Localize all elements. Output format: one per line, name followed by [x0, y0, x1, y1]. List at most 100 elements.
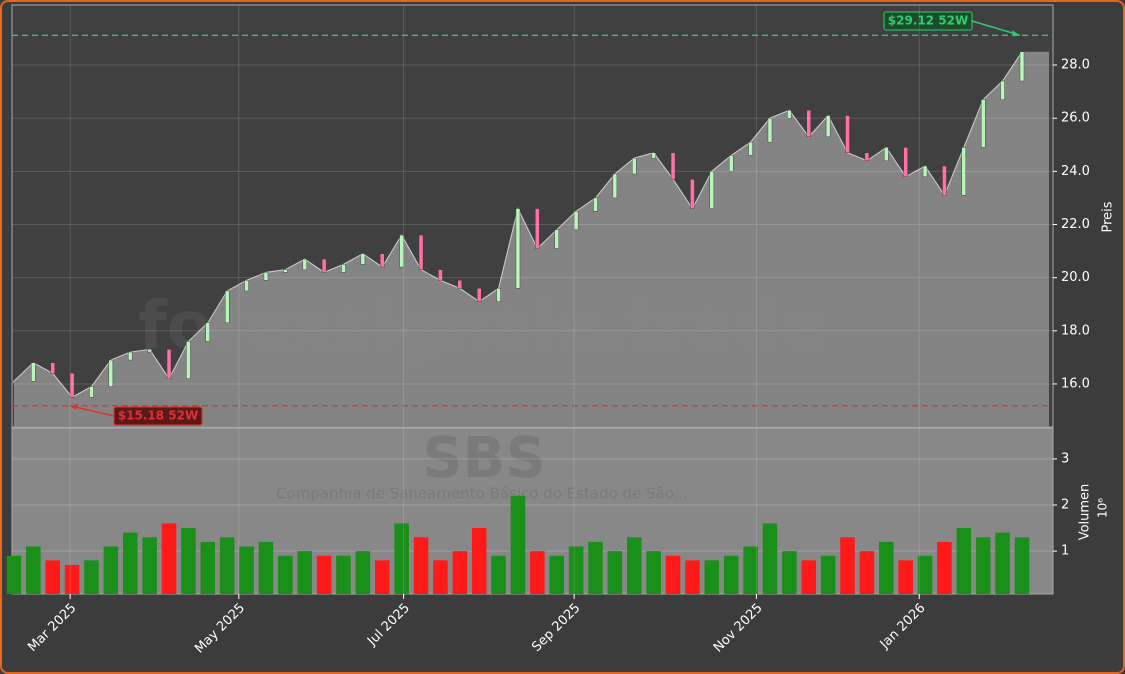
candle	[89, 386, 94, 398]
candle	[69, 373, 75, 398]
volume-bar	[568, 546, 584, 594]
volume-bar	[491, 555, 506, 594]
volume-bar	[142, 537, 157, 594]
volume-bar	[64, 564, 80, 594]
volume-bar	[937, 541, 952, 594]
y-tick-label: 18.0	[1061, 323, 1090, 338]
candle	[690, 179, 695, 209]
volume-bar	[471, 528, 487, 594]
candle	[31, 362, 36, 382]
volume-bar	[995, 532, 1010, 594]
candle	[922, 165, 928, 177]
candle	[709, 171, 715, 209]
volume-bar	[685, 560, 700, 594]
candle	[845, 115, 850, 153]
candle	[205, 322, 210, 342]
candle	[729, 155, 734, 172]
x-tick-label: Sep 2025	[529, 601, 583, 655]
volume-bar	[219, 537, 235, 594]
candle	[787, 110, 792, 119]
volume-bar	[278, 555, 293, 594]
candle	[884, 147, 889, 161]
volume-bar	[510, 495, 526, 594]
volume-bar	[859, 551, 875, 594]
candle	[651, 152, 656, 159]
volume-bar	[956, 528, 972, 594]
candle	[263, 272, 269, 281]
candle	[224, 290, 230, 324]
volume-bar	[840, 537, 855, 594]
y-tick-label: 26.0	[1061, 111, 1090, 126]
volume-bar	[820, 555, 836, 594]
volume-bar	[898, 560, 913, 594]
candle	[1000, 80, 1005, 100]
candle	[50, 362, 55, 374]
volume-bar	[181, 528, 196, 594]
volume-bar	[200, 541, 216, 594]
candle	[128, 351, 133, 361]
volume-bar	[782, 551, 797, 594]
y-tick-label: 16.0	[1061, 376, 1090, 391]
candle	[632, 157, 637, 175]
volume-bar	[122, 532, 138, 594]
candle	[767, 118, 773, 143]
arrow	[971, 20, 1021, 37]
volume-bar	[413, 537, 429, 594]
volume-bar	[84, 560, 99, 594]
watermark-subtitle: Companhia de Saneamento Básico do Estado…	[276, 485, 688, 503]
candle	[438, 269, 443, 281]
y-tick-label: 24.0	[1061, 164, 1090, 179]
volume-bar	[297, 551, 312, 594]
candle	[903, 147, 908, 177]
volume-bar	[316, 555, 332, 594]
y-axis-label: Preis	[1101, 201, 1116, 232]
annotation-box	[113, 406, 203, 426]
volume-bar	[161, 523, 177, 594]
annotation: $15.18 52W	[118, 409, 198, 423]
volume-bar	[743, 546, 758, 594]
volume-bar	[607, 551, 623, 594]
volume-bar	[917, 555, 933, 594]
x-tick-label: Jan 2026	[877, 601, 929, 653]
candle	[321, 258, 327, 273]
volume-bar	[627, 537, 642, 594]
volume-bar	[239, 546, 254, 594]
candle	[457, 280, 463, 289]
candle	[1019, 51, 1025, 82]
volume-bar	[103, 546, 119, 594]
volume-bar	[452, 551, 468, 594]
candle	[418, 234, 424, 270]
candle	[573, 211, 579, 231]
volume-bar	[6, 555, 22, 594]
volume-bar	[394, 523, 409, 594]
y-axis-label: Volumen	[1078, 484, 1093, 541]
candle	[496, 288, 501, 302]
candle	[942, 165, 947, 196]
y-tick-label: 1	[1061, 544, 1069, 559]
y-tick-label: 3	[1061, 451, 1069, 466]
volume-bar	[336, 555, 351, 594]
candle	[302, 258, 307, 270]
candle	[380, 253, 385, 268]
annotation: $29.12 52W	[888, 14, 968, 28]
candle	[244, 280, 249, 292]
arrow-head	[70, 403, 78, 410]
volume-bar	[45, 560, 60, 594]
volume-bar	[26, 546, 41, 594]
x-tick-label: Jul 2025	[364, 601, 413, 650]
candle	[476, 288, 482, 302]
volume-bar	[723, 555, 739, 594]
arrow	[69, 405, 115, 417]
arrow-head	[1012, 30, 1020, 37]
candle	[825, 115, 831, 138]
x-tick-label: Mar 2025	[25, 601, 79, 655]
volume-bar	[762, 523, 778, 594]
candle	[515, 208, 521, 289]
candle	[108, 359, 114, 387]
volume-bar	[704, 560, 720, 594]
volume-bar	[374, 560, 390, 594]
price-area	[13, 51, 1049, 427]
candle	[341, 264, 346, 273]
